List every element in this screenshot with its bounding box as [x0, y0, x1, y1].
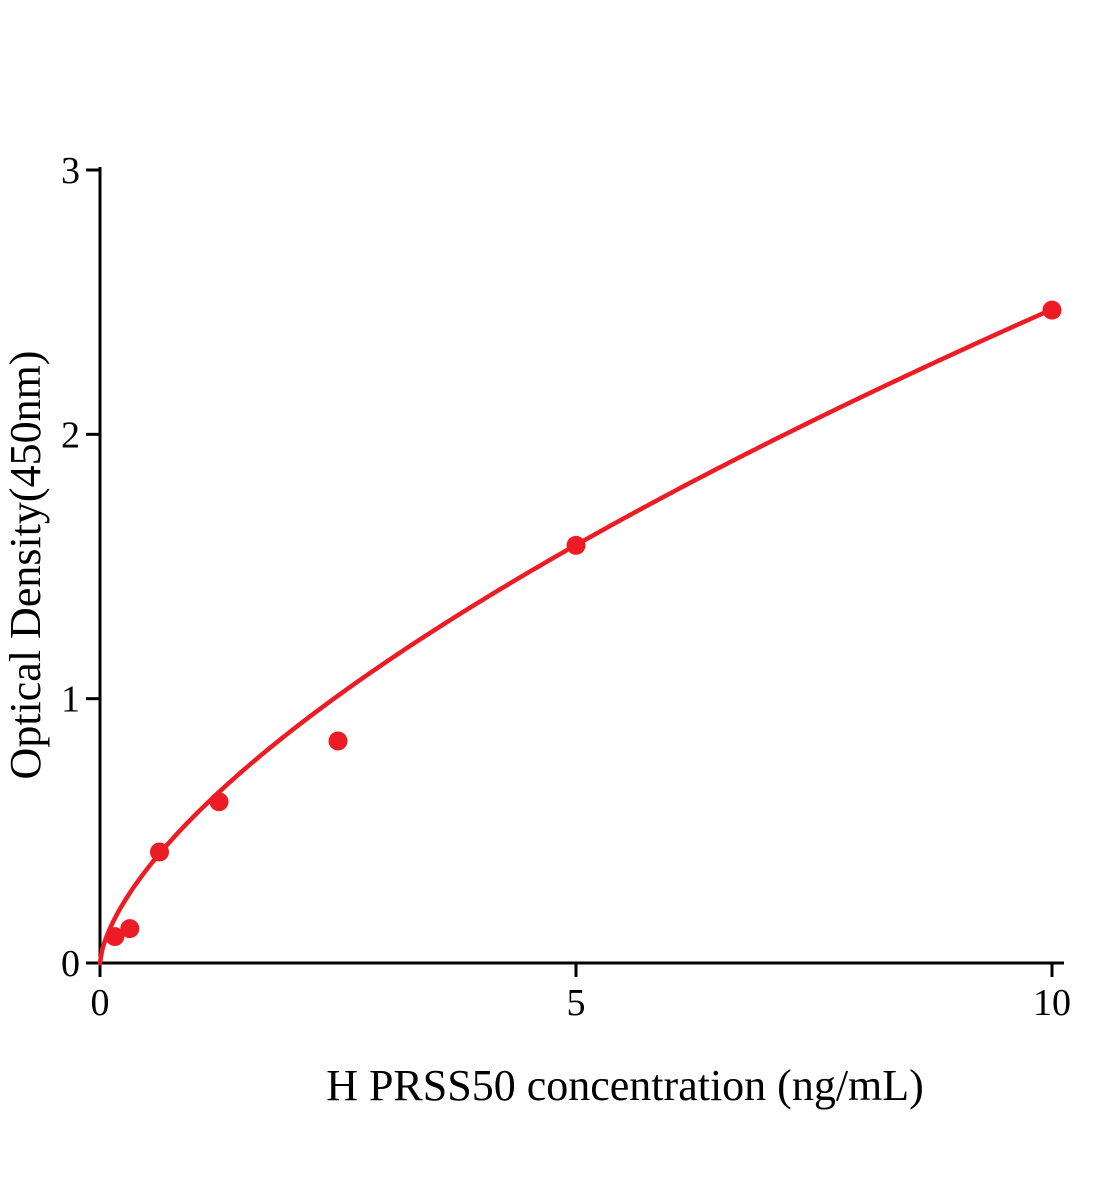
x-tick-label: 10 — [1033, 982, 1071, 1024]
x-tick-label: 0 — [91, 982, 110, 1024]
data-point — [150, 842, 169, 862]
fit-curve-line — [97, 307, 1055, 966]
axis-lines — [98, 167, 1064, 965]
y-axis-title: Optical Density(450nm) — [1, 351, 50, 780]
data-point — [120, 919, 140, 939]
y-tick-label: 1 — [61, 679, 80, 721]
data-points — [105, 300, 1062, 947]
tick-marks — [86, 168, 1054, 977]
y-tick-label: 2 — [61, 414, 80, 456]
tick-labels: 0 5 10 0 1 2 3 — [61, 150, 1071, 1024]
data-point — [105, 927, 125, 947]
x-axis-title: H PRSS50 concentration (ng/mL) — [326, 1061, 924, 1110]
data-point — [566, 535, 586, 555]
y-tick-label: 0 — [61, 943, 80, 985]
data-point — [209, 792, 229, 812]
x-tick-label: 5 — [567, 982, 586, 1024]
y-tick-label: 3 — [61, 150, 80, 192]
data-point — [1042, 300, 1062, 320]
axes — [98, 167, 1064, 965]
data-point — [328, 731, 348, 751]
